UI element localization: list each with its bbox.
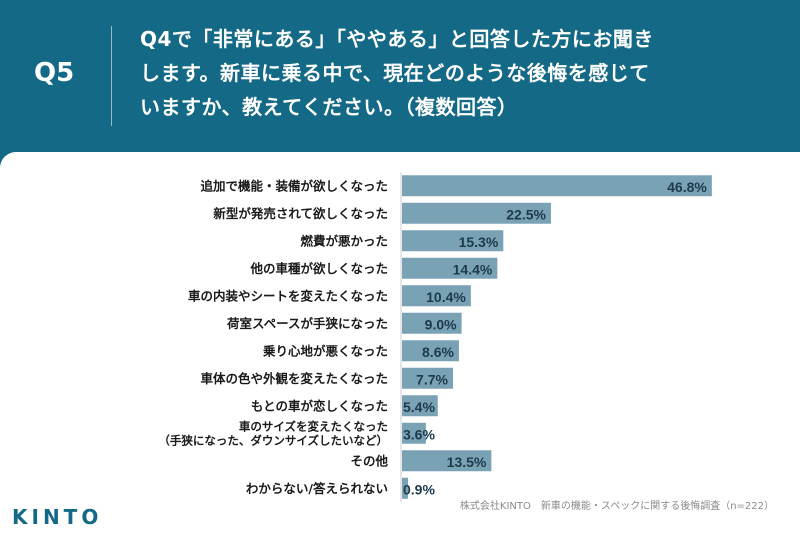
bar bbox=[402, 450, 492, 472]
bar bbox=[402, 312, 462, 334]
bar bbox=[402, 367, 453, 389]
category-label: 車体の色や外観を変えたくなった bbox=[200, 371, 388, 386]
category-label: 荷室スペースが手狭になった bbox=[226, 316, 388, 331]
bar bbox=[402, 477, 408, 499]
bar bbox=[402, 257, 498, 279]
value-label: 8.6% bbox=[422, 344, 454, 360]
bar bbox=[402, 285, 471, 307]
category-label: 追加で機能・装備が欲しくなった bbox=[200, 178, 388, 193]
kinto-logo: KINTO bbox=[12, 505, 103, 529]
bar bbox=[402, 202, 551, 224]
bar bbox=[402, 422, 426, 444]
category-label: もとの車が恋しくなった bbox=[251, 398, 388, 413]
category-label: 燃費が悪かった bbox=[300, 233, 388, 248]
value-label: 5.4% bbox=[403, 399, 435, 415]
logo-tab bbox=[8, 493, 124, 533]
category-label: その他 bbox=[350, 453, 388, 468]
category-label: （手狭になった、ダウンサイズしたいなど） bbox=[158, 433, 388, 447]
category-label: 車の内装やシートを変えたくなった bbox=[188, 288, 388, 303]
chart-card bbox=[0, 152, 800, 533]
bar bbox=[402, 175, 712, 197]
bar bbox=[402, 230, 504, 252]
category-label: 他の車種が欲しくなった bbox=[249, 261, 388, 276]
question-line: いますか、教えてください。（複数回答） bbox=[140, 95, 518, 119]
bar bbox=[402, 395, 438, 417]
category-label: 新型が発売されて欲しくなった bbox=[213, 206, 388, 221]
value-label: 22.5% bbox=[506, 206, 546, 222]
value-label: 9.0% bbox=[425, 316, 457, 332]
value-label: 15.3% bbox=[459, 234, 499, 250]
question-line: Q4で「非常にある」「ややある」と回答した方にお聞き bbox=[140, 27, 654, 51]
value-label: 7.7% bbox=[416, 371, 448, 387]
value-label: 46.8% bbox=[667, 179, 707, 195]
category-label: 車のサイズを変えたくなった bbox=[239, 419, 388, 433]
category-label: わからない/答えられない bbox=[246, 481, 388, 496]
category-label: 乗り心地が悪くなった bbox=[262, 343, 388, 358]
question-line: します。新車に乗る中で、現在どのような後悔を感じて bbox=[140, 61, 650, 85]
question-number: Q5 bbox=[34, 58, 75, 88]
value-label: 13.5% bbox=[447, 454, 487, 470]
value-label: 0.9% bbox=[403, 481, 435, 497]
value-label: 14.4% bbox=[453, 261, 493, 277]
value-label: 10.4% bbox=[426, 289, 466, 305]
question-text: Q4で「非常にある」「ややある」と回答した方にお聞き します。新車に乗る中で、現… bbox=[140, 22, 780, 124]
header-divider bbox=[111, 26, 112, 126]
value-label: 3.6% bbox=[403, 426, 435, 442]
source-note: 株式会社KINTO 新車の機能・スペックに関する後悔調査（n=222） bbox=[459, 501, 774, 512]
bar bbox=[402, 340, 459, 362]
